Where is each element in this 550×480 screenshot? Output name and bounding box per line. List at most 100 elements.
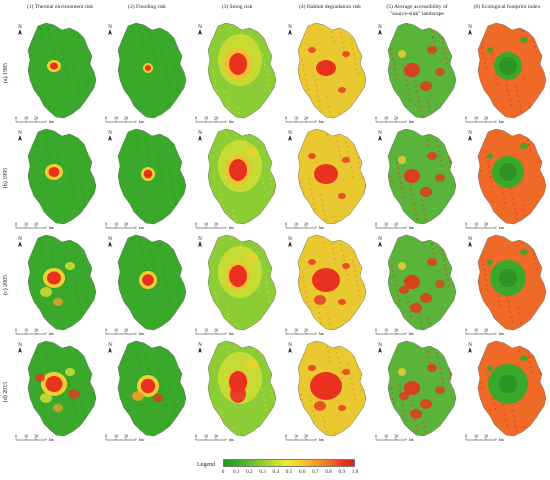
- svg-text:20: 20: [394, 222, 398, 227]
- scale-bar: 0 10 20 km: [195, 434, 234, 442]
- north-arrow-icon: N: [198, 237, 202, 247]
- svg-text:N: N: [378, 237, 382, 242]
- svg-text:10: 10: [384, 222, 388, 227]
- svg-text:0: 0: [105, 222, 107, 227]
- north-arrow-icon: N: [108, 237, 112, 247]
- svg-text:10: 10: [474, 116, 478, 121]
- scale-bar: 0 10 20 km: [285, 434, 324, 442]
- svg-text:N: N: [288, 131, 292, 136]
- north-arrow-icon: N: [18, 25, 22, 35]
- legend-tick: 1.0: [351, 469, 359, 475]
- north-arrow-icon: N: [18, 131, 22, 141]
- svg-text:10: 10: [294, 222, 298, 227]
- north-arrow-icon: N: [108, 131, 112, 141]
- map-panel: N 0 10 20 km: [284, 232, 372, 340]
- scale-bar: 0 10 20 km: [195, 328, 234, 336]
- svg-text:0: 0: [465, 222, 467, 227]
- scale-bar: 0 10 20 km: [465, 434, 504, 442]
- svg-text:10: 10: [114, 222, 118, 227]
- svg-text:km: km: [319, 226, 324, 230]
- map-panel: N 0 10 20 km: [104, 126, 192, 234]
- svg-text:km: km: [139, 120, 144, 124]
- svg-text:20: 20: [34, 434, 38, 439]
- svg-text:0: 0: [285, 328, 287, 333]
- svg-text:km: km: [139, 438, 144, 442]
- column-header-2: (2) Flooding risk: [128, 4, 166, 10]
- map-panel: N 0 10 20 km: [104, 20, 192, 128]
- north-arrow-icon: N: [378, 25, 382, 35]
- svg-text:0: 0: [15, 222, 17, 227]
- row-label-1985: (a) 1985: [3, 62, 9, 84]
- scale-bar: 0 10 20 km: [105, 434, 144, 442]
- map-panel: N 0 10 20 km: [194, 126, 282, 234]
- svg-text:km: km: [229, 438, 234, 442]
- north-arrow-icon: N: [378, 237, 382, 247]
- map-panel: N 0 10 20 km: [194, 232, 282, 340]
- legend-color-ramp: [223, 459, 355, 467]
- scale-bar: 0 10 20 km: [285, 116, 324, 124]
- svg-text:0: 0: [285, 434, 287, 439]
- svg-text:20: 20: [124, 328, 128, 333]
- scale-bar: 0 10 20 km: [285, 328, 324, 336]
- scale-bar: 0 10 20 km: [195, 116, 234, 124]
- svg-text:20: 20: [214, 434, 218, 439]
- svg-text:N: N: [108, 237, 112, 242]
- north-arrow-icon: N: [468, 25, 472, 35]
- svg-text:10: 10: [384, 434, 388, 439]
- legend-tick: 0.7: [312, 469, 319, 475]
- map-panel: N 0 10 20 km: [374, 126, 462, 234]
- svg-text:0: 0: [375, 434, 377, 439]
- north-arrow-icon: N: [198, 343, 202, 353]
- map-panel: N 0 10 20 km: [374, 20, 462, 128]
- svg-text:10: 10: [24, 116, 28, 121]
- svg-text:0: 0: [375, 116, 377, 121]
- svg-text:20: 20: [34, 222, 38, 227]
- map-panel: N 0 10 20 km: [14, 126, 102, 234]
- scale-bar: 0 10 20 km: [15, 434, 54, 442]
- svg-text:10: 10: [474, 222, 478, 227]
- scale-bar: 0 10 20 km: [375, 328, 414, 336]
- scale-bar: 0 10 20 km: [105, 116, 144, 124]
- svg-text:10: 10: [204, 328, 208, 333]
- map-panel: N 0 10 20 km: [104, 232, 192, 340]
- north-arrow-icon: N: [468, 343, 472, 353]
- column-header-3: (3) Smog risk: [221, 4, 253, 10]
- map-panel: N 0 10 20 km: [14, 20, 102, 128]
- legend-ticks: 0 0.1 0.2 0.3 0.4 0.5 0.6 0.7 0.8 0.9 1.…: [219, 469, 359, 477]
- north-arrow-icon: N: [198, 25, 202, 35]
- svg-text:0: 0: [195, 222, 197, 227]
- legend-tick: 0.4: [272, 469, 280, 475]
- svg-text:N: N: [198, 343, 202, 348]
- legend-tick: 0.5: [285, 469, 293, 475]
- svg-text:km: km: [319, 332, 324, 336]
- map-panel: N 0 10 20 km: [464, 126, 550, 234]
- svg-text:10: 10: [204, 116, 208, 121]
- svg-text:N: N: [18, 131, 22, 136]
- scale-bar: 0 10 20 km: [15, 222, 54, 230]
- svg-text:10: 10: [384, 116, 388, 121]
- north-arrow-icon: N: [288, 25, 292, 35]
- map-panel: N 0 10 20 km: [14, 338, 102, 446]
- svg-text:20: 20: [124, 116, 128, 121]
- map-panel: N 0 10 20 km: [464, 232, 550, 340]
- svg-text:km: km: [229, 332, 234, 336]
- svg-text:0: 0: [285, 222, 287, 227]
- svg-text:20: 20: [304, 116, 308, 121]
- north-arrow-icon: N: [108, 343, 112, 353]
- scale-bar: 0 10 20 km: [375, 222, 414, 230]
- map-panel: N 0 10 20 km: [104, 338, 192, 446]
- svg-text:10: 10: [24, 222, 28, 227]
- svg-text:km: km: [49, 226, 54, 230]
- svg-text:km: km: [229, 226, 234, 230]
- north-arrow-icon: N: [378, 343, 382, 353]
- svg-text:10: 10: [294, 434, 298, 439]
- svg-text:20: 20: [214, 328, 218, 333]
- svg-text:10: 10: [384, 328, 388, 333]
- north-arrow-icon: N: [468, 131, 472, 141]
- legend-tick: 0.9: [338, 469, 346, 475]
- svg-text:km: km: [409, 226, 414, 230]
- map-panel: N 0 10 20 km: [194, 338, 282, 446]
- svg-text:10: 10: [114, 328, 118, 333]
- svg-text:20: 20: [124, 434, 128, 439]
- svg-text:10: 10: [474, 434, 478, 439]
